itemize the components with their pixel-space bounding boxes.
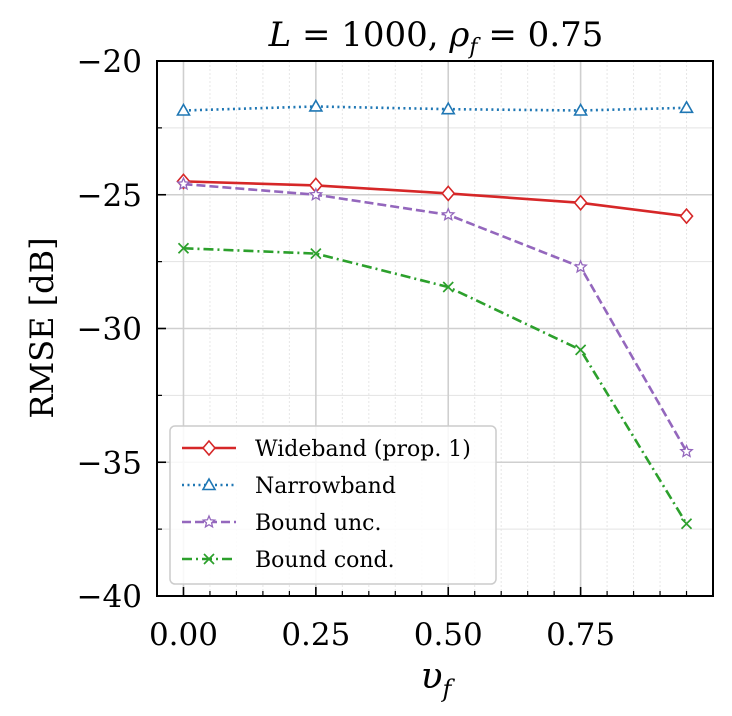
legend-box <box>169 425 497 585</box>
data-point <box>679 100 694 114</box>
y-axis-label: RMSE [dB] <box>23 237 61 418</box>
ticks-layer: 0.00 0.25 0.50 0.75 −20 −25 −30 −35 −40 <box>77 44 714 653</box>
data-point <box>176 176 191 191</box>
legend-marker <box>201 514 217 529</box>
y-tick-label: −20 <box>77 44 142 80</box>
data-point <box>440 101 456 115</box>
data-point <box>310 247 322 260</box>
legend-entry: Wideband (prop. 1) <box>182 437 471 462</box>
legend-marker <box>201 477 217 491</box>
legend-entry: Narrowband <box>182 474 396 499</box>
legend-label: Bound cond. <box>255 548 395 573</box>
data-point <box>177 242 190 254</box>
series-line <box>183 105 687 112</box>
legend: Wideband (prop. 1) Narrowband Bound unc. Bo… <box>169 425 497 585</box>
series-line <box>183 180 687 218</box>
data-point <box>573 194 588 212</box>
y-tick-label: −40 <box>77 579 142 615</box>
data-point <box>442 281 454 293</box>
x-tick-label: 0.00 <box>149 617 218 653</box>
series-narrowband <box>176 98 694 116</box>
legend-marker <box>203 553 215 565</box>
data-point <box>308 187 324 201</box>
data-point <box>176 102 191 116</box>
legend-label: Bound unc. <box>255 511 381 536</box>
series-bound-cond <box>177 242 693 530</box>
x-tick-label: 0.25 <box>281 617 350 653</box>
series-bound-unc <box>176 176 694 458</box>
legend-marker <box>201 439 217 457</box>
series-line <box>183 182 688 453</box>
data-point <box>308 98 324 112</box>
data-point <box>679 443 694 458</box>
plot-frame <box>156 60 714 597</box>
legend-entry: Bound unc. <box>182 511 381 536</box>
data-point <box>441 185 456 202</box>
y-tick-label: −30 <box>77 312 142 348</box>
legend-label: Wideband (prop. 1) <box>255 437 471 462</box>
data-point <box>573 102 588 116</box>
x-tick-label: 0.50 <box>414 617 483 653</box>
data-point <box>679 207 694 225</box>
x-tick-label: 0.75 <box>546 617 615 653</box>
y-tick-label: −25 <box>77 178 142 214</box>
series-layer <box>176 98 694 530</box>
data-point <box>575 344 587 356</box>
legend-label: Narrowband <box>255 474 396 499</box>
y-tick-label: −35 <box>77 445 142 481</box>
data-point <box>680 518 693 530</box>
data-point <box>573 259 588 274</box>
legend-entry: Bound cond. <box>182 548 395 573</box>
x-axis-label: υf <box>421 656 456 703</box>
series-wideband-prop-1 <box>176 173 694 225</box>
data-point <box>440 207 456 222</box>
chart-title: L = 1000, ρf = 0.75 <box>268 15 604 60</box>
